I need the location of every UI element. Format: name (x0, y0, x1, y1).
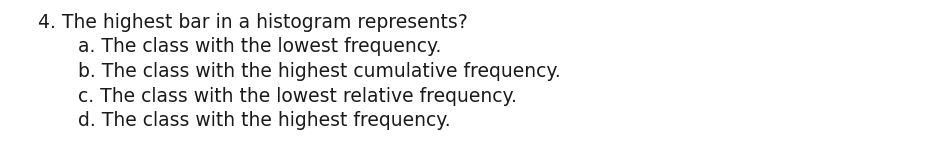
Text: c. The class with the lowest relative frequency.: c. The class with the lowest relative fr… (78, 86, 516, 106)
Text: 4. The highest bar in a histogram represents?: 4. The highest bar in a histogram repres… (38, 13, 468, 32)
Text: d. The class with the highest frequency.: d. The class with the highest frequency. (78, 111, 450, 130)
Text: a. The class with the lowest frequency.: a. The class with the lowest frequency. (78, 37, 441, 57)
Text: b. The class with the highest cumulative frequency.: b. The class with the highest cumulative… (78, 62, 561, 81)
